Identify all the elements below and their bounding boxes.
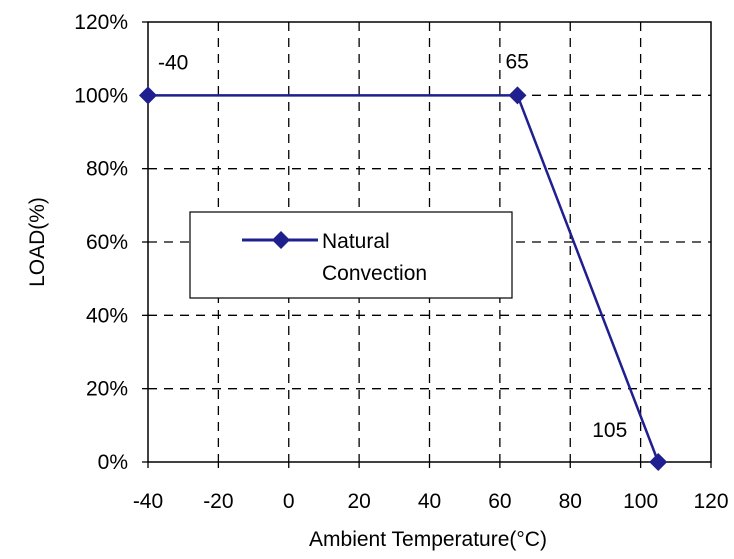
plot-area-frame bbox=[147, 21, 712, 463]
data-label: 105 bbox=[592, 419, 627, 442]
legend-box bbox=[189, 211, 513, 299]
legend-diamond-marker bbox=[272, 231, 290, 249]
y-tick-label: 0% bbox=[98, 451, 128, 474]
data-point-diamond bbox=[139, 86, 157, 105]
data-label: 65 bbox=[505, 50, 528, 73]
legend-label-line-1: Natural bbox=[322, 230, 390, 253]
series-natural-convection bbox=[139, 86, 668, 471]
x-tick-label: -20 bbox=[203, 490, 233, 513]
x-tick-label: 120 bbox=[693, 490, 728, 513]
x-tick-label: 80 bbox=[559, 490, 582, 513]
y-tick-label: 80% bbox=[86, 158, 128, 181]
legend-label-line-2: Convection bbox=[322, 262, 427, 285]
x-axis-title: Ambient Temperature(°C) bbox=[309, 528, 547, 551]
x-tick-label: -40 bbox=[133, 490, 163, 513]
y-tick-label: 20% bbox=[86, 378, 128, 401]
x-tick-label: 40 bbox=[418, 490, 441, 513]
x-tick-label: 60 bbox=[488, 490, 511, 513]
point-annotations: -40 65 105 bbox=[158, 50, 627, 442]
data-label: -40 bbox=[158, 51, 188, 74]
x-tick-label: 100 bbox=[623, 490, 658, 513]
y-axis-tick-labels: 0% 20% 40% 60% 80% 100% 120% bbox=[74, 11, 128, 474]
y-tick-label: 120% bbox=[74, 11, 128, 34]
x-axis-tick-labels: -40 -20 0 20 40 60 80 100 120 bbox=[133, 490, 729, 513]
legend: Natural Convection bbox=[189, 211, 513, 299]
data-point-diamond bbox=[508, 86, 527, 105]
y-tick-label: 40% bbox=[86, 304, 128, 327]
data-point-diamond bbox=[649, 453, 668, 471]
grid bbox=[142, 21, 712, 468]
y-tick-label: 100% bbox=[74, 84, 128, 107]
y-tick-label: 60% bbox=[86, 231, 128, 254]
x-tick-label: 20 bbox=[347, 490, 370, 513]
x-tick-label: 0 bbox=[283, 490, 295, 513]
y-axis-title: LOAD(%) bbox=[26, 197, 49, 287]
